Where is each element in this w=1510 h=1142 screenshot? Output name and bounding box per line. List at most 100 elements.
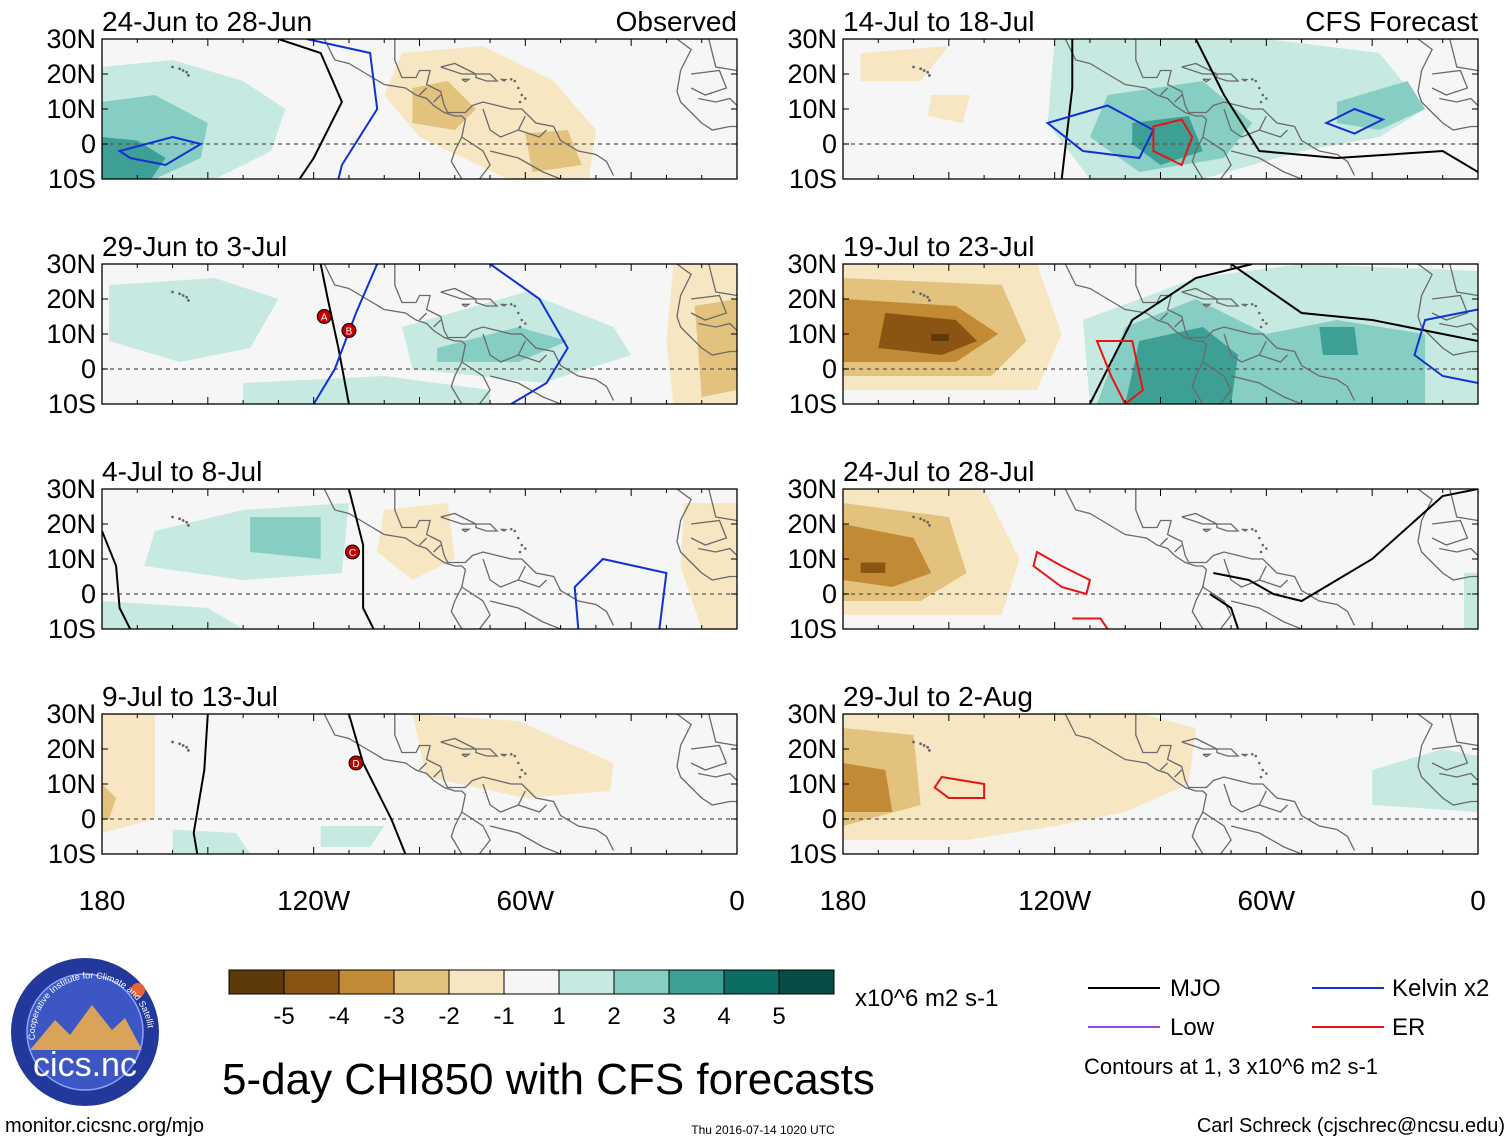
latitude-label: 30N bbox=[46, 249, 96, 279]
island bbox=[926, 70, 930, 74]
coastline bbox=[1230, 150, 1302, 179]
island bbox=[919, 517, 923, 521]
anomaly-green2 bbox=[250, 517, 321, 559]
latitude-label: 30N bbox=[46, 699, 96, 729]
latitude-label: 0 bbox=[81, 579, 96, 609]
island bbox=[919, 292, 923, 296]
latitude-label: 10S bbox=[48, 164, 96, 194]
latitude-label: 30N bbox=[787, 249, 837, 279]
footer-url[interactable]: monitor.cicsnc.org/mjo bbox=[5, 1115, 204, 1137]
panel-contents: D bbox=[102, 714, 737, 854]
coastline bbox=[1431, 744, 1469, 771]
storm-marker-label: B bbox=[346, 327, 353, 338]
anomaly-green1 bbox=[320, 826, 385, 847]
island bbox=[178, 292, 182, 296]
coastline bbox=[1174, 94, 1183, 103]
legend-note: Contours at 1, 3 x10^6 m2 s-1 bbox=[1084, 1054, 1378, 1079]
coastline bbox=[475, 298, 499, 307]
storm-marker-label: D bbox=[352, 759, 359, 770]
island bbox=[509, 302, 513, 306]
island bbox=[1261, 543, 1265, 547]
coastline bbox=[1439, 322, 1478, 331]
island bbox=[919, 742, 923, 746]
island bbox=[513, 79, 517, 83]
island bbox=[928, 524, 931, 527]
island bbox=[926, 520, 930, 524]
legend-label-kelvin: Kelvin x2 bbox=[1392, 975, 1489, 1002]
coastline bbox=[433, 544, 442, 553]
latitude-label: 10N bbox=[46, 94, 96, 124]
colorbar-swatch bbox=[448, 969, 505, 995]
coastline bbox=[518, 354, 547, 363]
coastline bbox=[690, 294, 728, 321]
coastline bbox=[461, 78, 471, 83]
island bbox=[1250, 302, 1254, 306]
island bbox=[187, 749, 190, 752]
coastline bbox=[1241, 303, 1249, 307]
coastline bbox=[482, 108, 526, 138]
colorbar-tick-label: 2 bbox=[607, 1003, 620, 1030]
storm-marker-label: A bbox=[321, 313, 328, 324]
anomaly-brown1 bbox=[377, 503, 455, 580]
coastline bbox=[489, 375, 561, 404]
coastline bbox=[1160, 537, 1169, 546]
coastline bbox=[419, 537, 428, 546]
panel-24-jun-to-28-jun: 30N 20N 10N 0 10S 24-Jun to 28-Jun Observed bbox=[46, 6, 738, 194]
anomaly-brown4 bbox=[878, 313, 978, 355]
panel-contents bbox=[843, 489, 1478, 629]
anomaly-brown1 bbox=[843, 714, 1196, 840]
coastline bbox=[482, 783, 526, 813]
island bbox=[922, 519, 926, 522]
coastline bbox=[1064, 39, 1208, 179]
island bbox=[513, 529, 517, 533]
latitude-label: 0 bbox=[81, 804, 96, 834]
contour-mjo bbox=[347, 489, 375, 629]
island bbox=[178, 742, 182, 746]
island bbox=[928, 74, 931, 77]
island bbox=[516, 86, 520, 90]
coastline bbox=[1160, 312, 1169, 321]
island bbox=[518, 550, 522, 554]
anomaly-green1 bbox=[109, 278, 279, 362]
latitude-label: 10N bbox=[46, 544, 96, 574]
coastline bbox=[690, 69, 728, 96]
island bbox=[181, 69, 185, 72]
coastline bbox=[1064, 714, 1208, 854]
latitude-label: 10N bbox=[787, 319, 837, 349]
storm-marker-c: C bbox=[344, 544, 360, 560]
contour-kelvin-x2 bbox=[573, 557, 668, 629]
anomaly-green2 bbox=[1336, 81, 1426, 130]
coastline bbox=[698, 97, 737, 106]
coastline bbox=[1223, 108, 1267, 138]
coastline bbox=[1230, 375, 1302, 404]
latitude-label: 0 bbox=[81, 354, 96, 384]
latitude-label: 30N bbox=[787, 24, 837, 54]
latitude-label: 10S bbox=[48, 839, 96, 869]
coastline bbox=[1135, 489, 1356, 626]
coastline bbox=[440, 512, 477, 525]
coastline bbox=[1202, 586, 1232, 629]
column-label: Observed bbox=[616, 6, 737, 37]
island bbox=[1265, 97, 1268, 100]
panel-period-title: 9-Jul to 13-Jul bbox=[102, 681, 278, 712]
longitude-axis: 180 120W 60W 0 180 120W 60W 0 bbox=[79, 885, 1486, 916]
latitude-label: 10S bbox=[789, 614, 837, 644]
island bbox=[1265, 322, 1268, 325]
coastline bbox=[475, 73, 499, 82]
panel-period-title: 4-Jul to 8-Jul bbox=[102, 456, 262, 487]
coastline bbox=[1216, 298, 1240, 307]
island bbox=[1259, 325, 1263, 329]
colorbar-tick-label: 4 bbox=[717, 1003, 730, 1030]
contour-er bbox=[1095, 340, 1145, 404]
coastline bbox=[1174, 544, 1183, 553]
storm-marker-label: C bbox=[349, 548, 356, 559]
colorbar-swatch bbox=[558, 969, 615, 995]
contour-mjo bbox=[102, 530, 132, 629]
panel-period-title: 29-Jul to 2-Aug bbox=[843, 681, 1033, 712]
island bbox=[187, 74, 190, 77]
coastline bbox=[1259, 354, 1288, 363]
logo-mountains-icon bbox=[30, 1005, 142, 1050]
island bbox=[520, 768, 524, 772]
